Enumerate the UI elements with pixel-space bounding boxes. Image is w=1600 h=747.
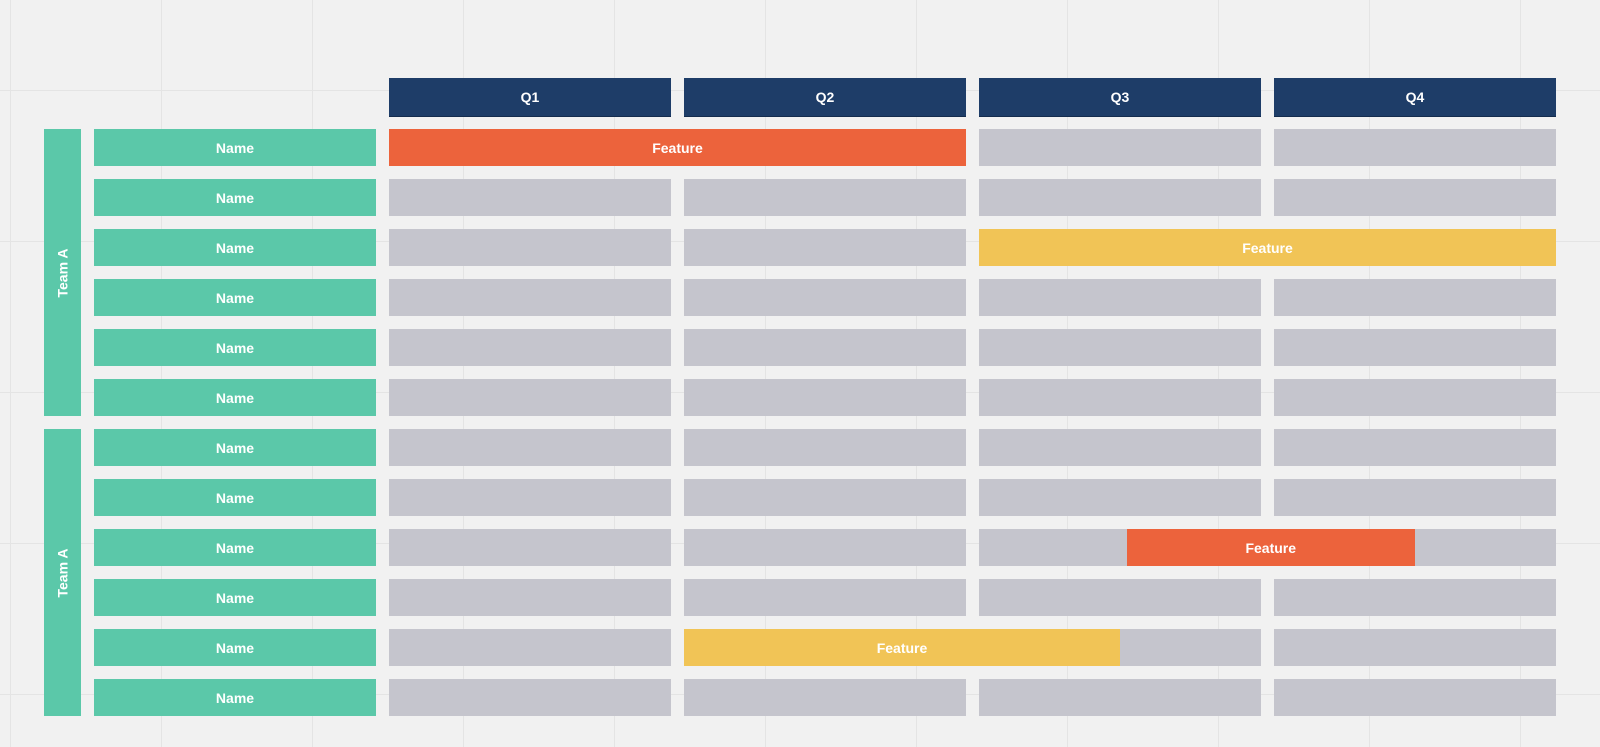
name-cell[interactable]: Name <box>94 479 376 516</box>
feature-bar[interactable]: Feature <box>684 629 1120 666</box>
name-cell[interactable]: Name <box>94 629 376 666</box>
team-label: Team A <box>54 247 71 298</box>
name-label: Name <box>215 389 255 406</box>
timeline-slot[interactable] <box>684 229 966 266</box>
quarter-header-q3[interactable]: Q3 <box>979 78 1261 116</box>
timeline-slot[interactable] <box>1274 279 1556 316</box>
team-bar-1[interactable]: Team A <box>44 129 81 416</box>
name-label: Name <box>215 689 255 706</box>
timeline-slot[interactable] <box>684 279 966 316</box>
feature-label: Feature <box>652 139 703 156</box>
timeline-slot[interactable] <box>684 179 966 216</box>
quarter-header-q2[interactable]: Q2 <box>684 78 966 116</box>
name-cell[interactable]: Name <box>94 279 376 316</box>
timeline-slot[interactable] <box>389 479 671 516</box>
quarter-label: Q2 <box>815 89 835 105</box>
timeline-slot[interactable] <box>389 379 671 416</box>
name-label: Name <box>215 189 255 206</box>
quarter-label: Q3 <box>1110 89 1130 105</box>
timeline-slot[interactable] <box>1274 629 1556 666</box>
name-label: Name <box>215 489 255 506</box>
timeline-slot[interactable] <box>684 479 966 516</box>
timeline-slot[interactable] <box>684 379 966 416</box>
timeline-slot[interactable] <box>979 379 1261 416</box>
timeline-slot[interactable] <box>1274 429 1556 466</box>
feature-label: Feature <box>1245 539 1297 556</box>
name-cell[interactable]: Name <box>94 679 376 716</box>
name-label: Name <box>215 289 255 306</box>
name-cell[interactable]: Name <box>94 229 376 266</box>
timeline-slot[interactable] <box>389 179 671 216</box>
name-label: Name <box>215 539 255 556</box>
name-cell[interactable]: Name <box>94 129 376 166</box>
timeline-slot[interactable] <box>1274 179 1556 216</box>
feature-label: Feature <box>876 639 928 656</box>
name-cell[interactable]: Name <box>94 529 376 566</box>
timeline-slot[interactable] <box>979 329 1261 366</box>
timeline-slot[interactable] <box>389 679 671 716</box>
timeline-slot[interactable] <box>1274 479 1556 516</box>
timeline-slot[interactable] <box>979 479 1261 516</box>
name-label: Name <box>215 339 255 356</box>
feature-label: Feature <box>1242 239 1293 256</box>
timeline-slot[interactable] <box>389 429 671 466</box>
timeline-slot[interactable] <box>979 179 1261 216</box>
timeline-slot[interactable] <box>684 579 966 616</box>
timeline-slot[interactable] <box>389 229 671 266</box>
quarter-label: Q1 <box>520 89 540 105</box>
feature-bar[interactable]: Feature <box>1126 529 1415 566</box>
name-label: Name <box>215 139 255 156</box>
quarter-label: Q4 <box>1405 89 1425 105</box>
timeline-slot[interactable] <box>389 329 671 366</box>
quarter-header-q1[interactable]: Q1 <box>389 78 671 116</box>
timeline-slot[interactable] <box>1274 329 1556 366</box>
timeline-slot[interactable] <box>684 529 966 566</box>
timeline-slot[interactable] <box>684 679 966 716</box>
quarter-header-q4[interactable]: Q4 <box>1274 78 1556 116</box>
name-cell[interactable]: Name <box>94 329 376 366</box>
timeline-slot[interactable] <box>389 529 671 566</box>
timeline-slot[interactable] <box>1274 679 1556 716</box>
name-label: Name <box>215 439 255 456</box>
team-bar-2[interactable]: Team A <box>44 429 81 716</box>
timeline-slot[interactable] <box>1274 379 1556 416</box>
timeline-slot[interactable] <box>979 279 1261 316</box>
feature-bar[interactable]: Feature <box>389 129 966 166</box>
timeline-slot[interactable] <box>1274 129 1556 166</box>
name-cell[interactable]: Name <box>94 179 376 216</box>
timeline-slot[interactable] <box>684 429 966 466</box>
timeline-slot[interactable] <box>979 129 1261 166</box>
timeline-slot[interactable] <box>1274 579 1556 616</box>
timeline-slot[interactable] <box>979 429 1261 466</box>
name-label: Name <box>215 639 255 656</box>
timeline-slot[interactable] <box>684 329 966 366</box>
timeline-slot[interactable] <box>979 579 1261 616</box>
name-cell[interactable]: Name <box>94 379 376 416</box>
timeline-slot[interactable] <box>389 629 671 666</box>
name-cell[interactable]: Name <box>94 579 376 616</box>
timeline-slot[interactable] <box>979 679 1261 716</box>
timeline-slot[interactable] <box>389 579 671 616</box>
feature-bar[interactable]: Feature <box>979 229 1556 266</box>
team-label: Team A <box>54 547 71 598</box>
name-label: Name <box>215 589 255 606</box>
name-cell[interactable]: Name <box>94 429 376 466</box>
timeline-slot[interactable] <box>389 279 671 316</box>
name-label: Name <box>215 239 255 256</box>
